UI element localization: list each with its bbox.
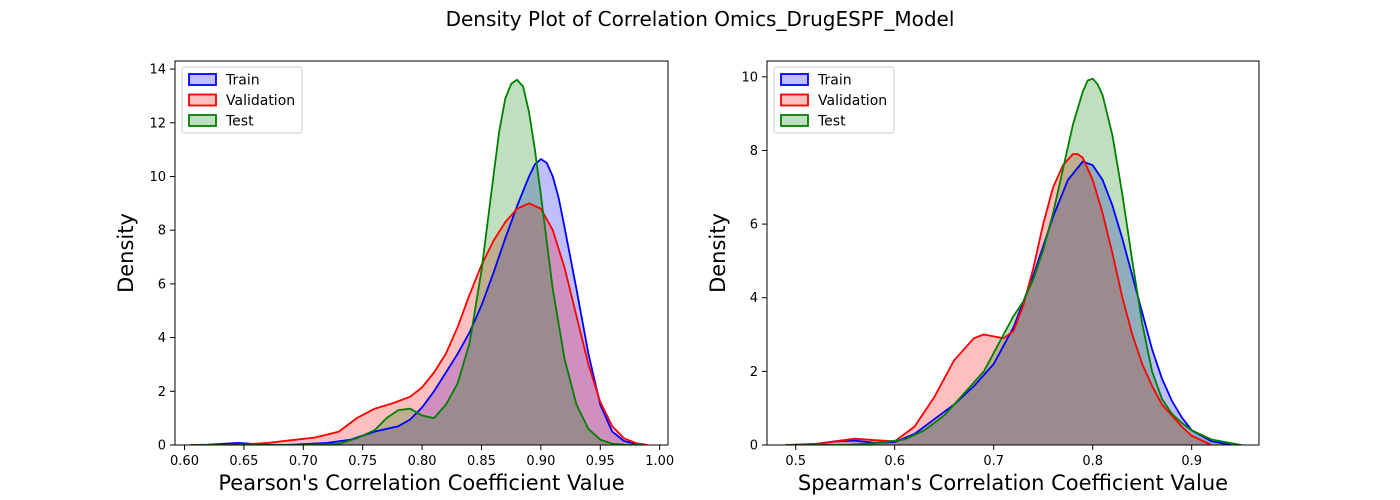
spearman-x-tick-label: 0.9 — [1181, 454, 1202, 469]
figure-title: Density Plot of Correlation Omics_DrugES… — [446, 7, 955, 31]
pearson-x-tick-label: 0.70 — [289, 454, 318, 469]
spearman-y-tick-label: 8 — [750, 144, 758, 159]
spearman-x-axis-label: Spearman's Correlation Coefficient Value — [798, 471, 1228, 495]
spearman-validation-line — [785, 153, 1212, 445]
spearman-test-line — [785, 77, 1242, 445]
legend-box — [773, 66, 895, 134]
pearson-x-tick-label: 0.95 — [586, 454, 615, 469]
spearman-x-tick-label: 0.6 — [884, 454, 905, 469]
spearman-y-tick-label: 0 — [750, 439, 758, 454]
legend-swatch-train — [188, 73, 217, 86]
pearson-y-tick-label: 14 — [149, 63, 166, 78]
pearson-x-tick-label: 0.85 — [467, 454, 496, 469]
pearson-y-tick-label: 6 — [158, 277, 166, 292]
pearson-x-tick-label: 1.00 — [645, 454, 674, 469]
pearson-y-tick-label: 8 — [158, 224, 166, 239]
pearson-x-tick-label: 0.90 — [526, 454, 555, 469]
legend-label-validation: Validation — [818, 93, 887, 109]
spearman-x-tick-label: 0.5 — [785, 454, 806, 469]
pearson-x-tick-label: 0.60 — [170, 454, 199, 469]
legend-label-test: Test — [817, 114, 846, 130]
pearson-y-axis-label: Density — [114, 213, 138, 293]
pearson-y-tick-label: 10 — [149, 170, 166, 185]
pearson-y-tick-label: 0 — [158, 439, 166, 454]
spearman-y-axis-label: Density — [706, 213, 730, 293]
pearson-validation-area — [190, 203, 648, 445]
spearman-x-tick-label: 0.8 — [1082, 454, 1103, 469]
pearson-density-panel: 0.60 0.65 0.70 0.75 0.80 0.85 0.90 0.95 1.00 0 2 4 6… — [114, 60, 674, 495]
pearson-x-tick-label: 0.65 — [229, 454, 258, 469]
legend-swatch-test — [188, 114, 217, 127]
pearson-x-axis-label: Pearson's Correlation Coefficient Value — [218, 471, 624, 495]
spearman-y-tick-label: 2 — [750, 365, 758, 380]
pearson-y-tick-label: 2 — [158, 385, 166, 400]
spearman-y-tick-label: 6 — [750, 218, 758, 233]
legend-label-train: Train — [225, 73, 260, 89]
spearman-y-tick-label: 10 — [741, 70, 758, 85]
spearman-x-tick-label: 0.7 — [983, 454, 1004, 469]
legend-box — [181, 66, 303, 134]
legend-swatch-train — [780, 73, 809, 86]
pearson-train-area — [190, 159, 648, 445]
pearson-test-area — [190, 79, 642, 445]
legend-swatch-test — [780, 114, 809, 127]
legend-label-test: Test — [225, 114, 254, 130]
pearson-legend: Train Validation Test — [181, 66, 303, 134]
legend-label-validation: Validation — [226, 93, 295, 109]
density-areas — [785, 77, 1242, 445]
pearson-y-tick-label: 4 — [158, 331, 166, 346]
legend-swatch-validation — [188, 93, 217, 107]
spearman-test-area — [785, 78, 1242, 445]
pearson-y-tick-label: 12 — [149, 116, 166, 131]
pearson-test-line — [190, 78, 642, 445]
spearman-density-panel: 0.5 0.6 0.7 0.8 0.9 0 2 4 6 8 10 Spearman's Correla… — [706, 60, 1260, 495]
legend-label-train: Train — [817, 73, 852, 89]
pearson-axes-frame — [174, 60, 669, 446]
legend-swatch-validation — [780, 93, 809, 107]
pearson-x-tick-label: 0.80 — [408, 454, 437, 469]
spearman-axes-frame — [766, 60, 1260, 446]
spearman-legend: Train Validation Test — [773, 66, 895, 134]
pearson-x-tick-label: 0.75 — [348, 454, 377, 469]
pearson-validation-line — [190, 202, 648, 445]
spearman-y-tick-label: 4 — [750, 291, 758, 306]
